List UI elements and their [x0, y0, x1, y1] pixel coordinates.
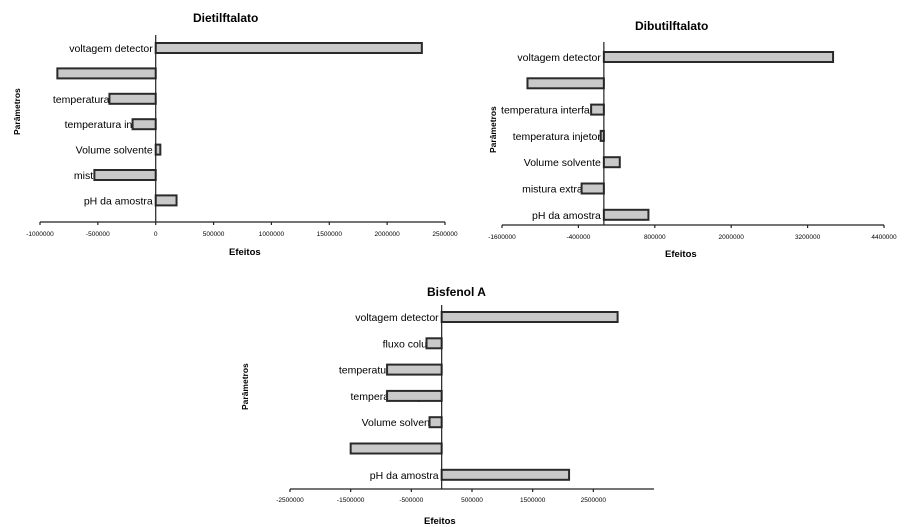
x-tick-label: -1000000 [26, 231, 54, 238]
category-label: temperatura injetor [65, 119, 154, 131]
x-tick-label: 800000 [644, 234, 666, 241]
x-tick-label: -1600000 [488, 234, 516, 241]
x-tick-label: 2500000 [581, 497, 607, 504]
x-tick-label: 1500000 [317, 231, 343, 238]
x-tick-label: 500000 [461, 497, 483, 504]
bar-5 [349, 442, 443, 455]
bar-2 [590, 103, 605, 116]
chart-title: Bisfenol A [427, 285, 486, 299]
category-label: Volume solvente [76, 145, 153, 157]
bar-0 [440, 311, 619, 323]
category-label: temperatura interface [501, 105, 601, 117]
x-axis-label: Efeitos [229, 247, 261, 258]
bar-1 [56, 67, 157, 80]
x-tick-label: -500000 [86, 231, 110, 238]
bar-3 [386, 389, 443, 402]
bar-1 [425, 337, 443, 350]
bar-0 [154, 42, 423, 54]
bar-5 [93, 169, 157, 181]
bar-2 [386, 363, 443, 376]
x-tick-label: 2000000 [719, 234, 745, 241]
bar-4 [602, 156, 621, 169]
category-label: pH da amostra [84, 195, 153, 207]
bar-5 [580, 182, 605, 195]
category-label: pH da amostra [370, 470, 439, 482]
x-axis-label: Efeitos [424, 516, 456, 527]
bar-3 [131, 118, 157, 131]
x-tick-label: 2500000 [432, 231, 458, 238]
bar-4 [428, 416, 443, 429]
bar-2 [108, 92, 157, 105]
x-tick-label: 1000000 [259, 231, 285, 238]
bar-4 [154, 143, 162, 156]
category-label: pH da amostra [532, 210, 601, 222]
x-tick-label: 3200000 [795, 234, 821, 241]
y-axis-label: Parâmetros [488, 106, 498, 153]
x-axis-label: Efeitos [665, 249, 697, 260]
category-label: temperatura injetor [513, 131, 602, 143]
chart-bisfenol-a: Bisfenol A voltagem detector fluxo coluna… [240, 285, 654, 527]
x-tick-label: 500000 [203, 231, 225, 238]
x-tick-label: 0 [154, 231, 158, 238]
bar-6 [602, 208, 650, 221]
category-label: Volume solvente [524, 157, 601, 169]
category-label: voltagem detector [355, 312, 439, 324]
bar-0 [602, 51, 835, 63]
category-label: voltagem detector [69, 43, 153, 55]
y-axis-label: Parâmetros [12, 88, 22, 135]
x-tick-label: -2500000 [276, 497, 304, 504]
category-label: voltagem detector [517, 52, 601, 64]
bar-6 [154, 194, 178, 207]
y-axis-label: Parâmetros [240, 363, 250, 410]
x-tick-label: -400000 [566, 234, 590, 241]
x-tick-label: 2000000 [374, 231, 400, 238]
category-label: Volume solvente [362, 417, 439, 429]
x-tick-label: 1500000 [520, 497, 546, 504]
bar-1 [526, 77, 605, 90]
category-label: fluxo coluna [383, 338, 439, 350]
x-tick-label: 4400000 [871, 234, 897, 241]
chart-title: Dietilftalato [193, 11, 258, 25]
bar-6 [440, 468, 571, 481]
x-tick-label: -1500000 [337, 497, 365, 504]
chart-title: Dibutilftalato [635, 19, 708, 33]
x-tick-label: -500000 [399, 497, 423, 504]
